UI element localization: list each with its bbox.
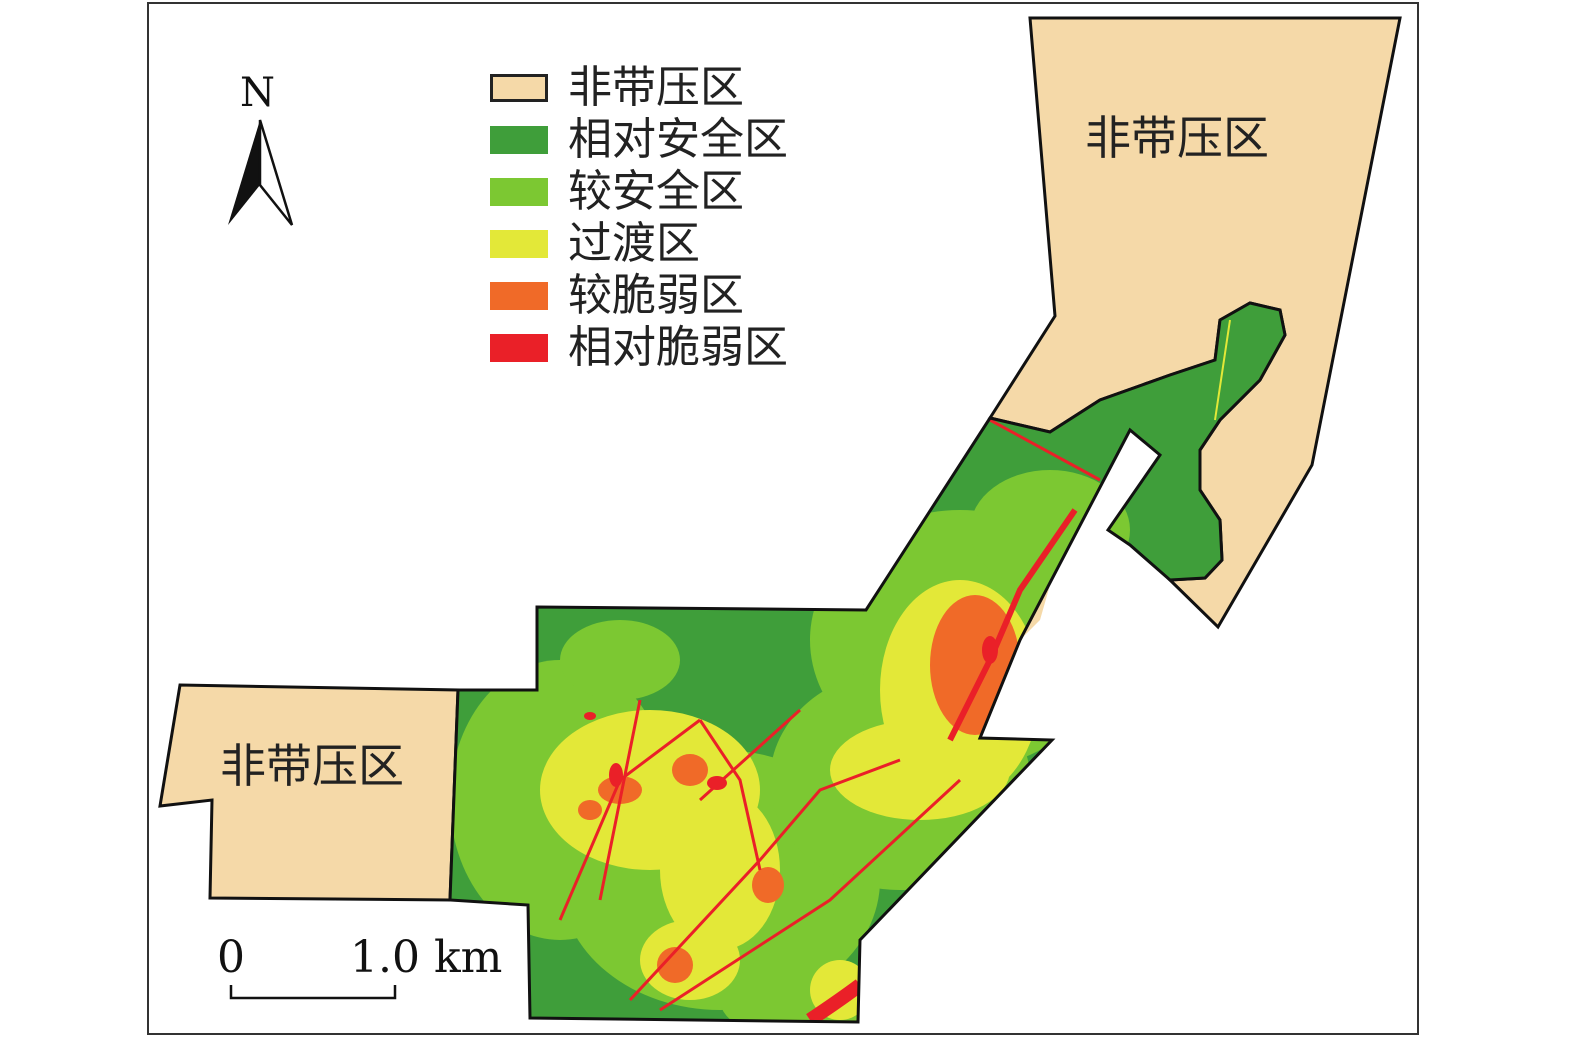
legend-swatch (490, 230, 548, 258)
legend-swatch (490, 334, 548, 362)
legend-item-non-pressure: 非带压区 (490, 62, 788, 114)
legend-swatch (490, 126, 548, 154)
legend-item-relatively-vulnerable: 相对脆弱区 (490, 322, 788, 374)
legend-label: 相对脆弱区 (568, 322, 788, 373)
study-area-outline (448, 301, 1287, 1024)
legend-label: 相对安全区 (568, 114, 788, 165)
north-arrow-icon (228, 119, 294, 226)
scale-end-label: 1.0 km (350, 932, 503, 983)
legend-label: 较安全区 (568, 166, 744, 217)
legend-item-more-vulnerable: 较脆弱区 (490, 270, 788, 322)
legend-label: 较脆弱区 (568, 270, 744, 321)
legend: 非带压区 相对安全区 较安全区 过渡区 较脆弱区 相对脆弱区 (490, 62, 788, 374)
north-label: N (240, 70, 275, 116)
legend-swatch (490, 74, 548, 102)
legend-item-safer: 较安全区 (490, 166, 788, 218)
ne-zone-label: 非带压区 (1085, 111, 1269, 165)
scale-start-label: 0 (217, 932, 245, 983)
legend-item-transition: 过渡区 (490, 218, 788, 270)
legend-swatch (490, 282, 548, 310)
w-zone-label: 非带压区 (220, 739, 404, 793)
zone-relatively-vulnerable (558, 319, 1231, 1022)
legend-swatch (490, 178, 548, 206)
legend-label: 过渡区 (568, 218, 700, 269)
legend-item-relatively-safe: 相对安全区 (490, 114, 788, 166)
map-frame (147, 2, 1419, 1035)
scale-bar (229, 985, 397, 1000)
legend-label: 非带压区 (568, 62, 744, 113)
